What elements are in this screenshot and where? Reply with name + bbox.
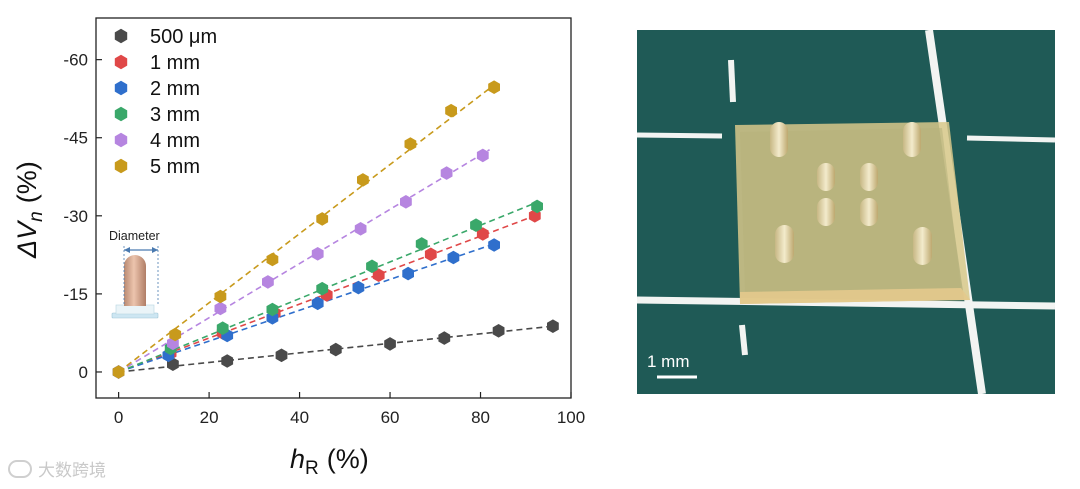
data-point-series-4 xyxy=(262,275,274,289)
y-tick-label: 0 xyxy=(79,363,88,382)
data-point-series-4 xyxy=(214,301,227,316)
data-point-series-1 xyxy=(476,227,489,241)
fit-line-series-2 xyxy=(118,243,495,373)
data-point-series-0 xyxy=(275,348,288,363)
legend-marker xyxy=(114,28,128,44)
data-point-series-2 xyxy=(447,250,460,265)
data-point-series-4 xyxy=(354,222,367,236)
y-axis-subscript: n xyxy=(26,211,47,222)
legend-marker xyxy=(114,132,128,148)
legend-label: 500 μm xyxy=(150,26,217,48)
x-tick-label: 100 xyxy=(557,408,585,427)
data-point-series-0 xyxy=(547,319,559,333)
data-point-series-0 xyxy=(492,324,505,338)
scale-bar-label: 1 mm xyxy=(647,352,690,371)
data-point-series-5 xyxy=(214,289,227,304)
data-points xyxy=(112,80,559,379)
legend-marker xyxy=(114,106,128,122)
data-point-series-4 xyxy=(311,247,324,261)
data-point-series-1 xyxy=(424,247,437,262)
legend-label: 1 mm xyxy=(150,52,200,74)
plot-frame xyxy=(95,17,572,399)
legend-marker xyxy=(114,158,128,174)
data-point-series-3 xyxy=(366,259,378,274)
data-point-series-3 xyxy=(415,237,428,251)
y-axis-unit: (%) xyxy=(12,161,42,203)
chart: 0 20 40 60 80 100 0 -15 -30 -45 -60 500 μm 1 mm 2 m… xyxy=(12,17,585,479)
data-point-series-0 xyxy=(384,337,396,351)
y-tick-label: -45 xyxy=(63,129,88,148)
diameter-inset: Diameter xyxy=(109,229,160,319)
data-point-series-5 xyxy=(404,137,417,151)
data-point-series-0 xyxy=(221,354,234,368)
data-point-series-5 xyxy=(266,252,279,267)
data-point-series-5 xyxy=(112,365,125,379)
micropillar-photo: 1 mm xyxy=(637,30,1055,394)
x-tick-label: 80 xyxy=(471,408,490,427)
data-point-series-0 xyxy=(438,331,451,345)
data-point-series-5 xyxy=(488,80,500,94)
data-point-series-3 xyxy=(216,321,229,335)
x-tick-label: 40 xyxy=(290,408,309,427)
legend-marker xyxy=(114,54,128,70)
data-point-series-4 xyxy=(440,166,453,180)
x-axis-unit: (%) xyxy=(327,444,369,474)
y-tick-label: -30 xyxy=(63,207,88,226)
data-point-series-3 xyxy=(266,302,279,317)
x-axis-title: hR (%) xyxy=(290,444,369,479)
legend-label: 3 mm xyxy=(150,104,200,126)
fit-line-series-0 xyxy=(118,325,553,373)
watermark: 大数跨境 xyxy=(8,456,106,481)
data-point-series-5 xyxy=(445,103,457,118)
y-axis-symbol: ΔV xyxy=(12,219,42,259)
data-point-series-4 xyxy=(400,195,412,209)
y-tick-label: -15 xyxy=(63,285,88,304)
data-point-series-0 xyxy=(329,342,342,357)
legend-label: 5 mm xyxy=(150,156,200,178)
legend-marker xyxy=(114,80,128,96)
y-axis-title: ΔVn (%) xyxy=(12,161,47,259)
inset-diameter-label: Diameter xyxy=(109,229,160,243)
y-axis-ticks: 0 -15 -30 -45 -60 xyxy=(63,51,102,382)
data-point-series-2 xyxy=(352,280,365,295)
legend: 500 μm 1 mm 2 mm 3 mm 4 mm 5 mm xyxy=(114,26,217,178)
x-tick-label: 0 xyxy=(114,408,123,427)
micropillars xyxy=(770,122,932,265)
legend-label: 2 mm xyxy=(150,78,200,100)
data-point-series-5 xyxy=(357,173,369,187)
legend-label: 4 mm xyxy=(150,130,200,152)
pdms-substrate xyxy=(735,122,970,304)
data-point-series-2 xyxy=(311,296,324,311)
data-point-series-1 xyxy=(372,268,385,282)
x-tick-label: 20 xyxy=(200,408,219,427)
x-axis-symbol: h xyxy=(290,444,305,474)
y-tick-label: -60 xyxy=(63,51,88,70)
data-point-series-5 xyxy=(316,212,329,226)
data-point-series-3 xyxy=(316,281,329,296)
x-axis-subscript: R xyxy=(305,458,319,479)
data-point-series-3 xyxy=(531,199,543,214)
data-point-series-4 xyxy=(476,148,489,163)
data-point-series-5 xyxy=(169,327,182,342)
x-axis-ticks: 0 20 40 60 80 100 xyxy=(114,392,585,427)
watermark-text: 大数跨境 xyxy=(38,461,106,481)
watermark-logo-icon xyxy=(8,459,32,478)
data-point-series-2 xyxy=(402,266,414,281)
x-tick-label: 60 xyxy=(381,408,400,427)
data-point-series-2 xyxy=(488,238,500,252)
data-point-series-3 xyxy=(470,218,482,232)
